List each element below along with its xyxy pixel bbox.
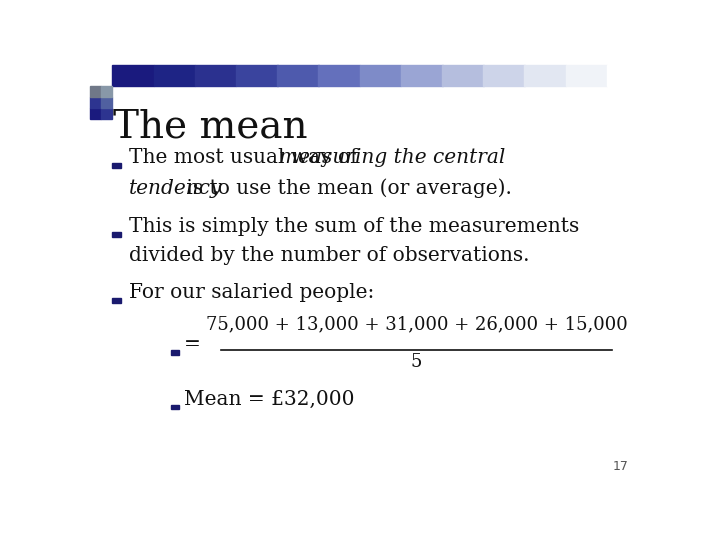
Bar xyxy=(524,65,566,86)
Bar xyxy=(359,65,401,86)
Bar xyxy=(90,97,101,108)
Text: =: = xyxy=(184,335,201,354)
Bar xyxy=(112,163,121,168)
Bar xyxy=(194,65,236,86)
Bar xyxy=(101,86,112,97)
Text: For our salaried people:: For our salaried people: xyxy=(129,283,374,302)
Text: 75,000 + 13,000 + 31,000 + 26,000 + 15,000: 75,000 + 13,000 + 31,000 + 26,000 + 15,0… xyxy=(205,315,627,333)
Text: Mean = £32,000: Mean = £32,000 xyxy=(184,390,354,409)
Bar xyxy=(277,65,319,86)
Bar xyxy=(112,298,121,303)
Bar xyxy=(483,65,525,86)
Bar xyxy=(171,350,179,355)
Text: measuring the central: measuring the central xyxy=(279,148,505,167)
Text: This is simply the sum of the measurements: This is simply the sum of the measuremen… xyxy=(129,217,580,235)
Bar xyxy=(112,65,154,86)
Bar xyxy=(90,86,101,97)
Bar xyxy=(607,65,649,86)
Bar xyxy=(101,97,112,108)
Text: tendency: tendency xyxy=(129,179,222,198)
Bar xyxy=(90,108,101,119)
Bar xyxy=(442,65,484,86)
Bar xyxy=(112,232,121,237)
Text: The mean: The mean xyxy=(114,109,308,145)
Bar xyxy=(566,65,608,86)
Bar xyxy=(401,65,443,86)
Text: 5: 5 xyxy=(410,353,422,371)
Text: The most usual way of: The most usual way of xyxy=(129,148,364,167)
Bar xyxy=(318,65,360,86)
Text: is to use the mean (or average).: is to use the mean (or average). xyxy=(181,178,512,198)
Bar xyxy=(101,108,112,119)
Text: 17: 17 xyxy=(613,460,629,473)
Bar xyxy=(171,405,179,409)
Bar xyxy=(236,65,278,86)
Bar xyxy=(153,65,195,86)
Text: divided by the number of observations.: divided by the number of observations. xyxy=(129,246,529,266)
